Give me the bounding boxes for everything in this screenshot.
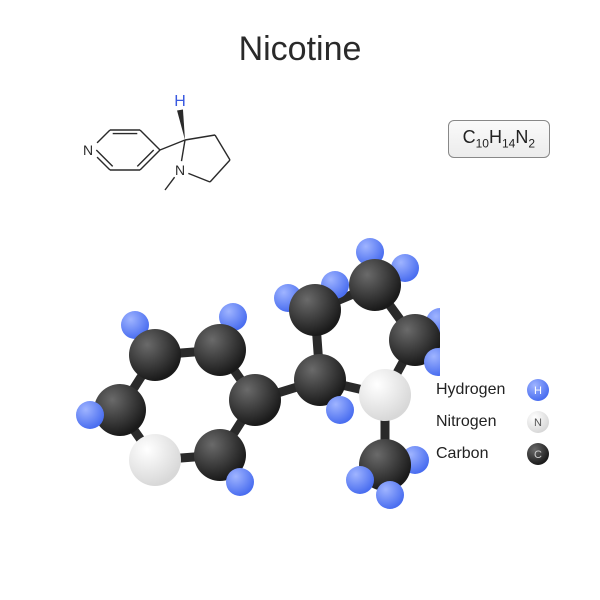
- svg-text:C: C: [534, 449, 542, 461]
- legend-row-h: Hydrogen H: [436, 378, 550, 402]
- legend-label: Carbon: [436, 445, 516, 463]
- svg-text:H: H: [534, 385, 542, 397]
- molecular-formula: C10H14N2: [448, 120, 550, 158]
- legend-label: Nitrogen: [436, 413, 516, 431]
- legend-row-c: Carbon C: [436, 442, 550, 466]
- svg-text:N: N: [534, 417, 542, 429]
- page-title: Nicotine: [0, 30, 600, 69]
- legend-row-n: Nitrogen N: [436, 410, 550, 434]
- legend: Hydrogen H Nitrogen N Carbon C: [436, 370, 550, 474]
- legend-label: Hydrogen: [436, 381, 516, 399]
- ball-stick-model: [40, 170, 440, 545]
- legend-ball-h: H: [526, 378, 550, 402]
- legend-ball-c: C: [526, 442, 550, 466]
- svg-text:N: N: [83, 142, 93, 158]
- svg-text:H: H: [174, 93, 186, 110]
- legend-ball-n: N: [526, 410, 550, 434]
- model-svg: [40, 170, 440, 540]
